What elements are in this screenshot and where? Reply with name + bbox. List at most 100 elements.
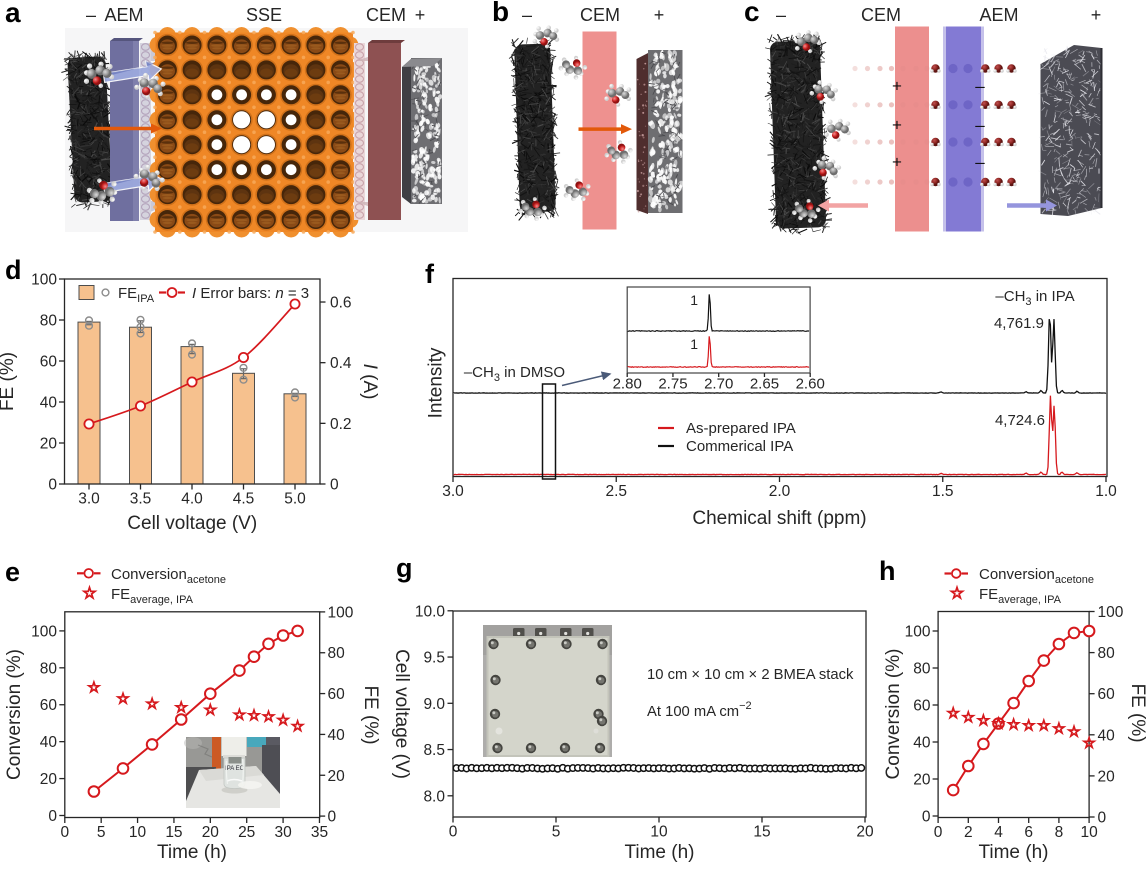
svg-text:+: + [654,5,665,25]
svg-text:SSE: SSE [246,5,282,25]
svg-text:Commerical IPA: Commerical IPA [686,438,793,455]
svg-text:40: 40 [328,727,346,744]
svg-text:3.5: 3.5 [130,491,152,508]
svg-text:4.0: 4.0 [181,491,203,508]
svg-text:+: + [892,153,902,172]
svg-text:2.65: 2.65 [750,376,779,393]
svg-text:Conversionacetone: Conversionacetone [979,566,1094,586]
svg-text:10 cm × 10 cm × 2 BMEA stack: 10 cm × 10 cm × 2 BMEA stack [647,667,854,683]
svg-text:AEM: AEM [104,5,143,25]
svg-text:FEaverage, IPA: FEaverage, IPA [979,586,1062,606]
svg-text:0: 0 [922,809,931,826]
svg-text:80: 80 [1098,645,1116,662]
svg-text:Conversion (%): Conversion (%) [883,649,904,780]
svg-text:0: 0 [449,824,458,841]
svg-text:20: 20 [40,771,58,788]
svg-text:40: 40 [40,734,58,751]
svg-text:Chemical shift (ppm): Chemical shift (ppm) [692,508,866,529]
svg-text:9.0: 9.0 [423,696,445,713]
svg-text:10: 10 [650,824,668,841]
svg-text:Cell voltage (V): Cell voltage (V) [391,649,412,779]
svg-text:I Error bars: n = 3: I Error bars: n = 3 [192,285,309,302]
svg-text:–: – [522,5,532,25]
svg-text:80: 80 [913,661,931,678]
svg-text:0.6: 0.6 [330,295,352,312]
svg-text:–: – [776,5,786,25]
svg-text:5: 5 [97,824,106,841]
svg-text:20: 20 [40,436,58,453]
svg-text:As-prepared IPA: As-prepared IPA [686,420,796,437]
svg-text:FE (%): FE (%) [360,685,381,744]
svg-text:Conversionacetone: Conversionacetone [111,566,226,586]
svg-text:h: h [879,556,896,586]
svg-text:Time (h): Time (h) [978,842,1048,863]
svg-text:At 100 mA cm−2: At 100 mA cm−2 [647,700,752,720]
svg-text:a: a [5,0,21,28]
svg-text:2.5: 2.5 [605,483,627,500]
svg-text:80: 80 [40,660,58,677]
svg-text:20: 20 [856,824,874,841]
svg-text:2.70: 2.70 [704,376,733,393]
svg-text:0: 0 [48,808,57,825]
svg-text:10.0: 10.0 [415,603,446,620]
svg-text:100: 100 [1098,604,1124,621]
svg-text:FEaverage, IPA: FEaverage, IPA [111,586,194,606]
svg-text:40: 40 [913,735,931,752]
svg-text:–CH3 in DMSO: –CH3 in DMSO [464,364,565,384]
svg-text:4,761.9: 4,761.9 [994,315,1044,332]
svg-text:2.75: 2.75 [658,376,687,393]
svg-text:1.0: 1.0 [1095,483,1117,500]
svg-text:100: 100 [31,623,57,640]
svg-text:60: 60 [40,697,58,714]
svg-text:100: 100 [328,604,354,621]
svg-text:20: 20 [1098,768,1116,785]
svg-text:CEM: CEM [861,5,901,25]
svg-text:1: 1 [690,292,698,308]
svg-text:2.0: 2.0 [769,483,791,500]
svg-text:1.5: 1.5 [932,483,954,500]
svg-text:d: d [5,255,22,285]
svg-text:35: 35 [311,824,328,841]
svg-text:–: – [975,77,985,96]
svg-text:+: + [892,77,902,96]
svg-text:8.0: 8.0 [423,788,445,805]
svg-text:4: 4 [994,824,1003,841]
svg-text:20: 20 [202,824,220,841]
svg-text:5: 5 [552,824,561,841]
svg-text:2: 2 [964,824,973,841]
svg-text:25: 25 [238,824,255,841]
svg-text:+: + [1091,5,1102,25]
svg-text:c: c [744,0,760,27]
svg-text:–: – [86,5,96,25]
svg-text:0.2: 0.2 [330,416,352,433]
svg-text:CEM: CEM [366,5,406,25]
svg-text:0: 0 [934,824,943,841]
svg-text:+: + [892,116,902,135]
svg-text:–CH3 in IPA: –CH3 in IPA [995,288,1074,308]
svg-text:2.60: 2.60 [796,376,825,393]
svg-text:Conversion (%): Conversion (%) [4,649,25,780]
svg-text:0: 0 [1098,810,1107,827]
svg-text:Time (h): Time (h) [157,842,227,863]
svg-text:f: f [425,259,435,289]
svg-text:10: 10 [129,824,147,841]
svg-text:40: 40 [1098,727,1116,744]
svg-text:30: 30 [274,824,292,841]
svg-text:–: – [975,116,985,135]
svg-text:8: 8 [1055,824,1064,841]
svg-text:0: 0 [328,809,337,826]
svg-text:3.0: 3.0 [78,491,100,508]
svg-text:0: 0 [48,477,57,494]
svg-text:100: 100 [905,624,931,641]
svg-text:+: + [415,5,426,25]
svg-text:60: 60 [328,686,346,703]
svg-text:40: 40 [40,395,58,412]
svg-text:0.4: 0.4 [330,355,352,372]
svg-text:CEM: CEM [580,5,620,25]
svg-text:–: – [975,153,985,172]
svg-text:FE (%): FE (%) [1127,683,1148,742]
svg-text:20: 20 [328,768,346,785]
svg-text:I (A): I (A) [359,364,380,400]
svg-text:2.80: 2.80 [613,376,642,393]
svg-text:5.0: 5.0 [284,491,306,508]
